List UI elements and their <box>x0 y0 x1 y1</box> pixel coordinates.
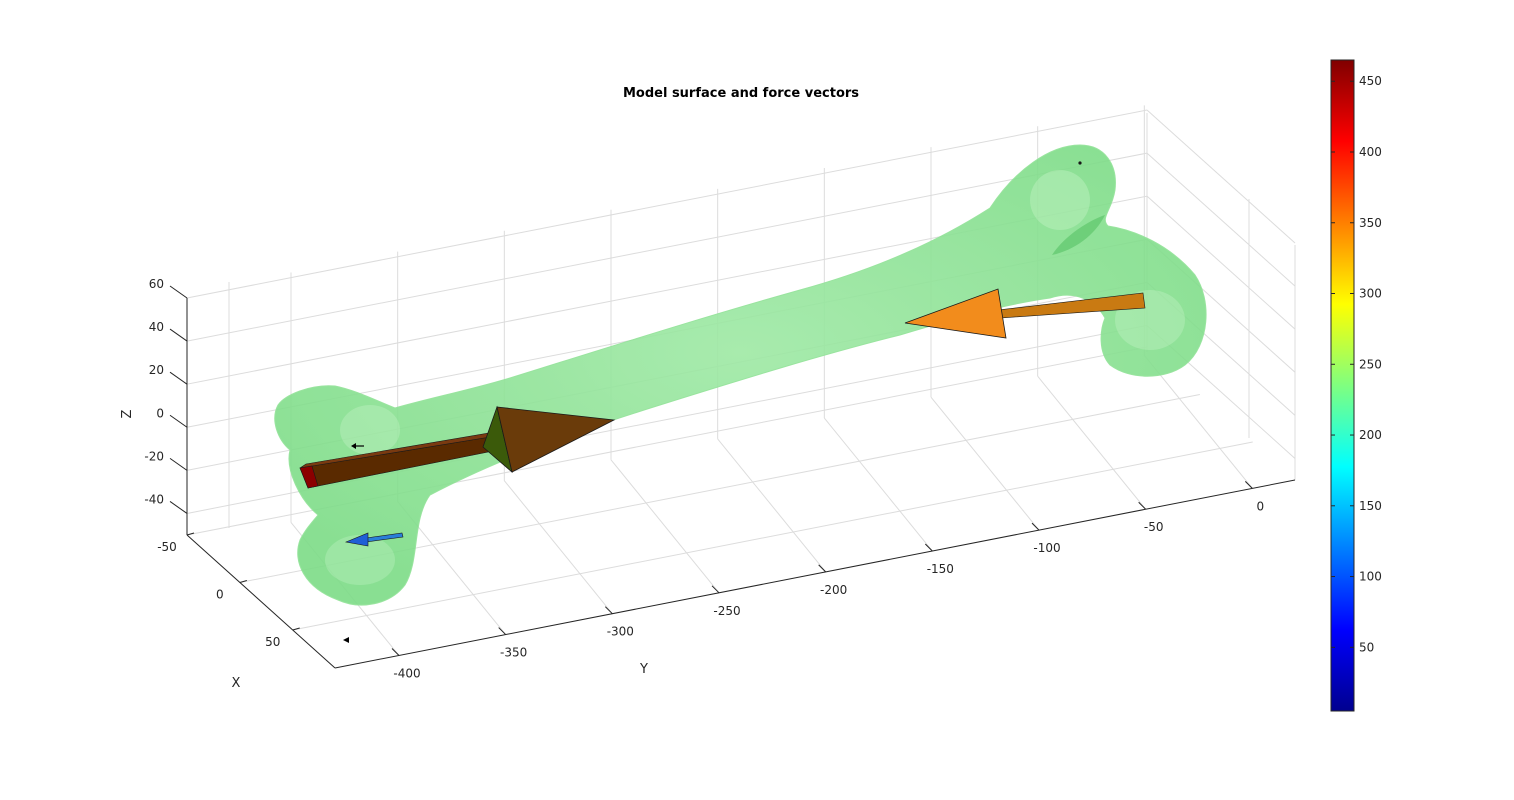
z-tick-mark <box>169 285 188 299</box>
grid-line <box>186 109 1148 299</box>
y-tick-mark <box>818 564 827 573</box>
y-tick-mark <box>711 585 720 594</box>
bone-highlight <box>1030 170 1090 230</box>
grid-line <box>186 152 1148 342</box>
y-tick-label: -50 <box>1144 520 1164 534</box>
z-axis-label: Z <box>120 409 135 418</box>
x-tick-mark <box>239 580 247 583</box>
x-tick-label: -50 <box>157 540 177 554</box>
small-marker <box>1078 161 1082 165</box>
colorbar-tick-label: 200 <box>1359 428 1382 442</box>
bone-notch <box>1052 215 1105 255</box>
grid-line <box>930 396 1040 531</box>
colorbar-tick-label: 450 <box>1359 74 1382 88</box>
grid-line <box>1146 195 1296 330</box>
chart-title: Model surface and force vectors <box>623 86 859 101</box>
colorbar-tick-label: 350 <box>1359 216 1382 230</box>
grid-line <box>292 441 1253 631</box>
y-tick-label: -350 <box>500 646 527 660</box>
y-tick-mark <box>1031 522 1040 531</box>
y-tick-label: -100 <box>1033 541 1060 555</box>
colorbar-tick-label: 400 <box>1359 145 1382 159</box>
y-tick-label: -150 <box>927 562 954 576</box>
x-axis-line <box>186 534 336 669</box>
vector-red-tail <box>299 465 319 489</box>
grid-line <box>1143 355 1253 489</box>
colorbar-tick-label: 250 <box>1359 357 1382 371</box>
colorbar-tick-label: 150 <box>1359 499 1382 513</box>
colorbar-tick-label: 50 <box>1359 640 1374 654</box>
z-tick-mark <box>169 457 188 471</box>
z-tick-mark <box>169 371 188 385</box>
colorbar-tick-label: 100 <box>1359 570 1382 584</box>
bone-highlight <box>340 405 400 455</box>
force-vectors <box>299 288 1146 643</box>
y-tick-mark <box>1138 501 1147 510</box>
y-axis-label: Y <box>639 662 648 677</box>
bone-surface <box>274 144 1207 606</box>
x-axis-label: X <box>232 676 241 691</box>
axis-ticks: -400-350-300-250-200-150-100-500-50050-4… <box>144 277 1296 680</box>
grid-line <box>610 459 720 594</box>
bone-surface-outline <box>274 144 1207 606</box>
z-tick-mark <box>169 414 188 428</box>
y-tick-mark <box>391 648 400 656</box>
y-tick-mark <box>604 606 613 615</box>
z-tick-label: 20 <box>149 363 164 377</box>
colorbar-ticks: 50 100 150 200 250 300 350 400 450 <box>1331 74 1382 654</box>
vector-orange-head <box>904 288 1007 339</box>
small-arrow <box>351 443 356 449</box>
z-tick-label: 40 <box>149 320 164 334</box>
grid-line <box>717 438 827 573</box>
small-arrow <box>343 637 349 643</box>
bone-highlight <box>325 535 395 585</box>
y-tick-label: -400 <box>393 666 420 680</box>
x-tick-label: 50 <box>265 635 280 649</box>
colorbar-bar <box>1330 59 1355 712</box>
x-tick-mark <box>292 627 300 631</box>
y-tick-mark <box>924 543 933 552</box>
y-tick-mark <box>498 627 507 635</box>
z-tick-mark <box>169 328 188 342</box>
colorbar: 50 100 150 200 250 300 350 400 450 <box>1330 59 1382 712</box>
y-tick-label: -300 <box>607 625 634 639</box>
vector-red-head <box>496 406 616 473</box>
y-axis-line <box>334 479 1296 669</box>
grid-line <box>1146 109 1296 244</box>
z-tick-label: -20 <box>144 449 164 463</box>
z-tick-label: 60 <box>149 277 164 291</box>
grid-line <box>1037 375 1147 510</box>
grid-line <box>503 480 613 615</box>
y-tick-label: -250 <box>713 604 740 618</box>
colorbar-tick-label: 300 <box>1359 287 1382 301</box>
x-tick-mark <box>186 532 195 536</box>
grid-line <box>823 417 933 552</box>
z-tick-label: -40 <box>144 492 164 506</box>
y-tick-label: 0 <box>1257 499 1265 513</box>
y-tick-mark <box>1244 481 1253 489</box>
z-tick-mark <box>169 501 188 514</box>
y-tick-label: -200 <box>820 583 847 597</box>
z-tick-label: 0 <box>156 406 164 420</box>
vector-blue-head <box>344 532 369 547</box>
x-tick-label: 0 <box>216 588 224 602</box>
grid-line <box>1146 152 1296 287</box>
